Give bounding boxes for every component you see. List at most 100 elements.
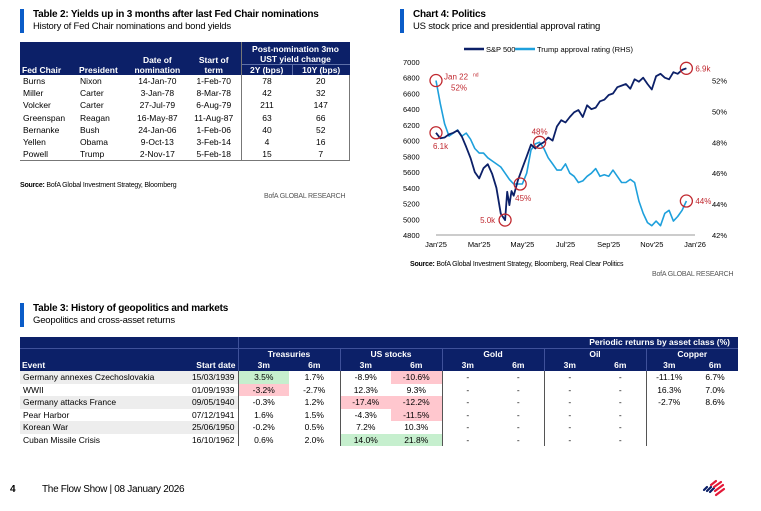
cell-return [645, 433, 692, 446]
cell-fed-chair: Greenspan [23, 112, 66, 123]
annotation-45: 45% [515, 194, 531, 203]
cell-return: - [543, 383, 595, 396]
cell-10y-change: 16 [292, 136, 351, 149]
asset-class-header: US stocks [339, 348, 442, 360]
cell-nomination-date: 3-Jan-78 [140, 88, 175, 99]
fed-chair-table: Fed Chair President Date of nomination S… [20, 42, 351, 162]
y-right-tick-label: 52% [712, 77, 727, 86]
cell-return: 21.8% [391, 433, 442, 446]
cell-return [645, 408, 692, 421]
cell-fed-chair: Miller [23, 88, 44, 99]
col-fed-chair: Fed Chair [20, 42, 78, 75]
annotation-circle-jan22 [429, 73, 443, 88]
cell-10y-change: 66 [292, 111, 351, 124]
cell-return: -0.3% [237, 396, 289, 409]
cell-return: - [618, 372, 622, 382]
x-tick-label: Jul'25 [556, 240, 575, 249]
cell-fed-chair: Volcker [23, 100, 51, 111]
cell-return: - [441, 421, 493, 434]
table-row: Germany attacks France 09/05/1940 -0.3% 1.2… [20, 396, 738, 409]
cell-return: - [516, 409, 520, 420]
cell-10y-change: 147 [292, 99, 351, 112]
x-tick-label: Jan'26 [684, 240, 706, 249]
header-spacer-2 [20, 348, 238, 360]
cell-return: -17.4% [339, 396, 391, 409]
annotation-circle-6-9k [679, 61, 694, 75]
cell-fed-chair: Bernanke [23, 124, 60, 135]
cell-return: -0.2% [237, 421, 289, 434]
cell-return: - [618, 384, 622, 395]
cell-president: Bush [80, 124, 100, 135]
col-2y: 2Y (bps) [240, 64, 293, 75]
cell-return: 1.6% [237, 408, 289, 421]
chart4-source: Source: BofA Global Investment Strategy,… [410, 261, 623, 268]
period-header: 6m [391, 360, 442, 371]
cell-president: Reagan [80, 112, 110, 123]
cell-nomination-date: 24-Jan-06 [138, 124, 177, 135]
cell-return: 7.0% [705, 384, 725, 395]
cell-president: Carter [80, 100, 104, 111]
header-spacer [20, 337, 238, 349]
cell-return: - [543, 371, 595, 384]
cell-return: 9.3% [406, 384, 426, 395]
legend-label-approval: Trump approval rating (RHS) [537, 45, 634, 54]
cell-start-date: 07/12/1941 [191, 409, 235, 420]
cell-start-date: 1-Feb-70 [196, 76, 231, 86]
col-start: Start of term [186, 42, 241, 75]
table-row: Korean War 25/06/1950 -0.2% 0.5% 7.2% 10.3% - -… [20, 421, 738, 434]
cell-return: 3.5% [237, 371, 289, 384]
col-post-line1: Post-nomination 3mo [252, 44, 339, 54]
cell-return: -11.5% [391, 408, 442, 421]
table-row: Greenspan Reagan 16-May-87 11-Aug-87 63 66 [20, 111, 351, 124]
period-header: 3m [441, 360, 493, 371]
cell-president: Nixon [80, 76, 102, 86]
annotation-jan22-sup: nd [473, 73, 479, 79]
annotation-44: 44% [695, 197, 711, 206]
cell-return: - [543, 396, 595, 409]
cell-president: Obama [80, 137, 108, 148]
cell-return: 0.5% [304, 422, 324, 432]
cell-return: - [543, 433, 595, 446]
cell-nomination-date: 16-May-87 [137, 112, 178, 123]
y-right-tick-label: 48% [712, 138, 727, 147]
y-left-tick-label: 5800 [403, 152, 420, 161]
legend-label-sp500: S&P 500 [486, 45, 515, 54]
cell-return: - [441, 408, 493, 421]
table2-header: Table 2: Yields up in 3 months after las… [20, 9, 319, 33]
annotation-circle-5-0k [498, 213, 512, 227]
cell-return: - [441, 383, 493, 396]
cell-return: - [516, 372, 520, 382]
table-row: Burns Nixon 14-Jan-70 1-Feb-70 78 20 [20, 75, 351, 88]
col-nomination-line2: nomination [134, 65, 181, 75]
col-post-line2: UST yield change [260, 54, 331, 64]
cell-event: Cuban Missile Crisis [23, 434, 100, 445]
period-header: 6m [289, 360, 340, 371]
table-row: Yellen Obama 9-Oct-13 3-Feb-14 4 16 [20, 136, 351, 149]
y-left-tick-label: 5000 [403, 215, 420, 224]
cell-return: - [618, 409, 622, 420]
period-header: 3m [339, 360, 391, 371]
period-header: 3m [645, 360, 692, 371]
cell-2y-change: 15 [240, 148, 293, 162]
cell-event: WWII [23, 384, 44, 395]
cell-start-date: 3-Feb-14 [196, 137, 231, 148]
cell-start-date: 11-Aug-87 [194, 112, 234, 123]
cell-start-date: 1-Feb-06 [196, 124, 231, 135]
cell-return: 14.0% [339, 433, 391, 446]
y-right-tick-label: 42% [712, 231, 727, 240]
period-header: 6m [595, 360, 646, 371]
asset-class-header: Oil [543, 348, 646, 360]
y-right-tick-label: 50% [712, 107, 727, 116]
publication-title: The Flow Show | 08 January 2026 [42, 484, 185, 495]
y-left-tick-label: 6000 [403, 137, 420, 146]
annotation-48: 48% [532, 127, 548, 136]
series-line-approval [435, 80, 688, 227]
cell-return: 1.2% [304, 397, 324, 407]
bank-flag-logo-icon [702, 479, 726, 497]
cell-return: -2.7% [645, 396, 692, 409]
cell-return [692, 421, 738, 434]
cell-fed-chair: Powell [20, 148, 78, 162]
cell-fed-chair: Yellen [23, 137, 46, 148]
cell-return [645, 421, 692, 434]
page-number: 4 [10, 484, 16, 495]
